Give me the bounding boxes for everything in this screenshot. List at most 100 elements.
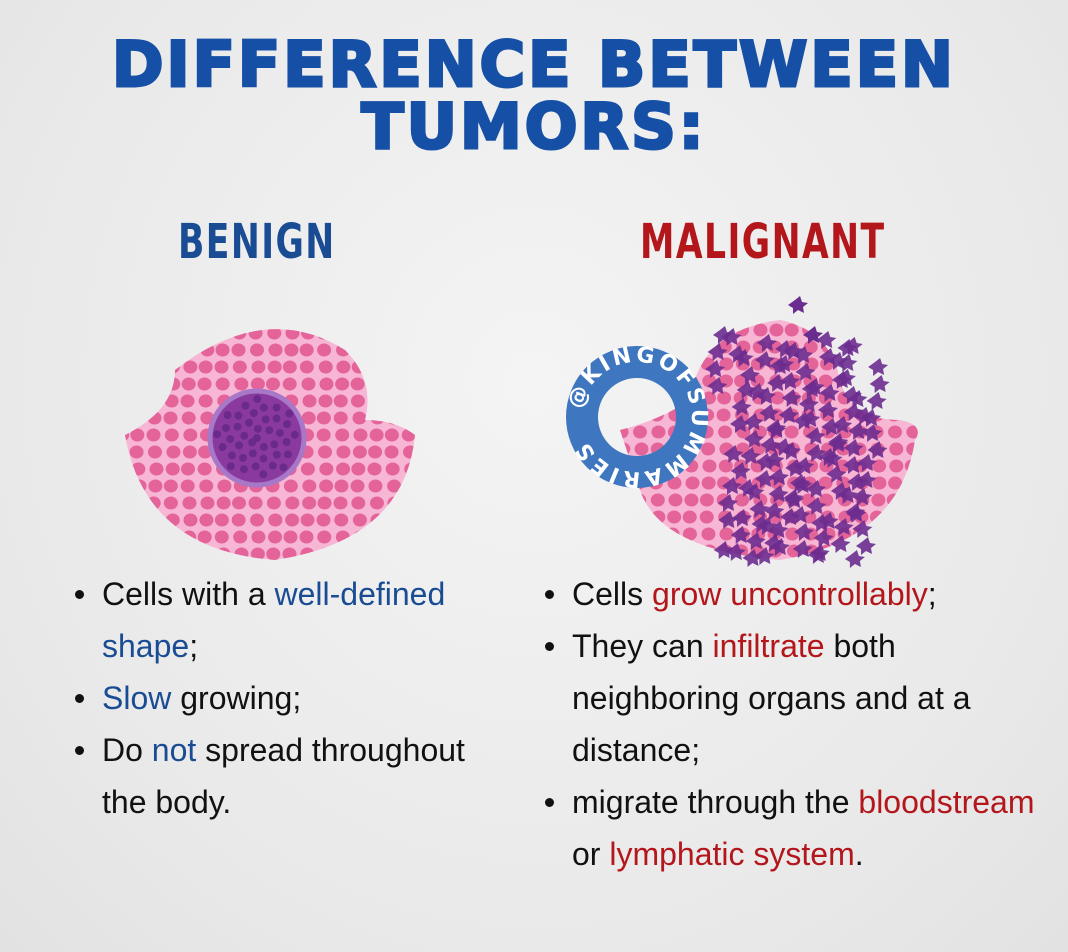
cell	[217, 329, 232, 340]
cell	[163, 343, 178, 357]
benign-bullet-list: Cells with a well-defined shape; Slow gro…	[75, 568, 508, 828]
cell	[232, 496, 247, 510]
cell	[665, 527, 680, 541]
malignant-cell	[730, 526, 751, 544]
cell	[130, 428, 145, 442]
cell	[199, 479, 214, 493]
cell	[420, 531, 425, 544]
cell	[905, 340, 918, 354]
tumor-cell	[253, 395, 262, 404]
malignant-cell	[781, 442, 802, 460]
malignant-cell	[837, 486, 858, 504]
cell	[125, 343, 130, 357]
cell	[904, 510, 918, 524]
cell	[316, 411, 331, 425]
cell	[620, 527, 632, 541]
cell	[718, 425, 733, 439]
cell	[132, 329, 147, 340]
cell	[232, 360, 247, 374]
cell	[146, 343, 161, 357]
malignant-cell	[764, 502, 785, 520]
cell	[600, 307, 613, 320]
cell	[352, 411, 367, 425]
benign-bullet: Cells with a well-defined shape;	[75, 568, 508, 672]
cell	[421, 548, 425, 561]
cell	[125, 445, 128, 459]
tumor-cell	[248, 449, 257, 458]
cell	[317, 343, 332, 357]
cell	[182, 343, 197, 357]
cell	[419, 310, 425, 323]
cell	[923, 511, 930, 524]
malignant-cell	[749, 500, 770, 518]
tumor-cell	[213, 430, 222, 439]
cell	[386, 513, 401, 527]
malignant-cell	[760, 436, 781, 454]
cell	[369, 428, 384, 442]
cell	[855, 290, 869, 303]
malignant-cell	[707, 377, 728, 395]
malignant-cell	[846, 505, 867, 523]
malignant-cell	[723, 445, 744, 463]
cell	[870, 340, 885, 354]
cell	[200, 343, 215, 357]
cell	[734, 307, 748, 320]
cell	[302, 496, 317, 510]
cell	[419, 412, 425, 425]
cell	[267, 360, 282, 374]
malignant-cell	[837, 339, 858, 357]
malignant-cell	[793, 412, 814, 430]
cell	[685, 476, 700, 490]
malignant-cell	[798, 395, 819, 413]
cell	[922, 324, 930, 337]
cell	[183, 360, 198, 374]
cell	[232, 329, 247, 340]
cell	[886, 391, 901, 405]
cell	[333, 411, 348, 425]
cell	[131, 462, 146, 476]
malignant-cell	[783, 342, 804, 360]
malignant-bullet-list: Cells grow uncontrollably; They can infil…	[545, 568, 1048, 880]
cell	[125, 428, 130, 442]
cell	[131, 496, 146, 510]
cell	[319, 377, 334, 391]
tumor-cell	[265, 426, 274, 435]
malignant-cell	[806, 497, 827, 515]
cell	[600, 545, 614, 558]
cell	[921, 341, 930, 354]
tumor-cell	[282, 437, 291, 446]
cell	[333, 394, 348, 408]
cell	[129, 377, 144, 391]
malignant-cell	[755, 453, 776, 471]
cell	[818, 374, 833, 388]
cell	[125, 411, 130, 425]
cell	[648, 323, 663, 337]
cell	[667, 323, 682, 337]
malignant-cell	[756, 387, 777, 405]
cell	[923, 528, 930, 541]
malignant-cell	[822, 450, 843, 468]
cell	[886, 408, 901, 422]
malignant-cell	[730, 462, 751, 480]
malignant-cell	[713, 541, 734, 559]
cell	[285, 310, 299, 323]
cell	[384, 329, 399, 340]
malignant-cell	[721, 477, 742, 495]
cell	[421, 361, 425, 374]
cell	[922, 494, 930, 507]
cell	[149, 547, 164, 560]
cell	[183, 513, 198, 527]
cell	[803, 290, 817, 303]
cell	[784, 323, 799, 337]
cell	[386, 411, 401, 425]
cell	[751, 290, 765, 303]
malignant-cell	[818, 348, 839, 366]
cell	[165, 360, 180, 374]
cell	[334, 479, 349, 493]
bullet-text: both neighboring organs and at a distanc…	[572, 628, 971, 768]
cell	[353, 329, 368, 340]
cell	[163, 496, 178, 510]
cell	[853, 323, 868, 337]
malignant-cell	[747, 383, 768, 401]
malignant-cell	[869, 375, 890, 393]
